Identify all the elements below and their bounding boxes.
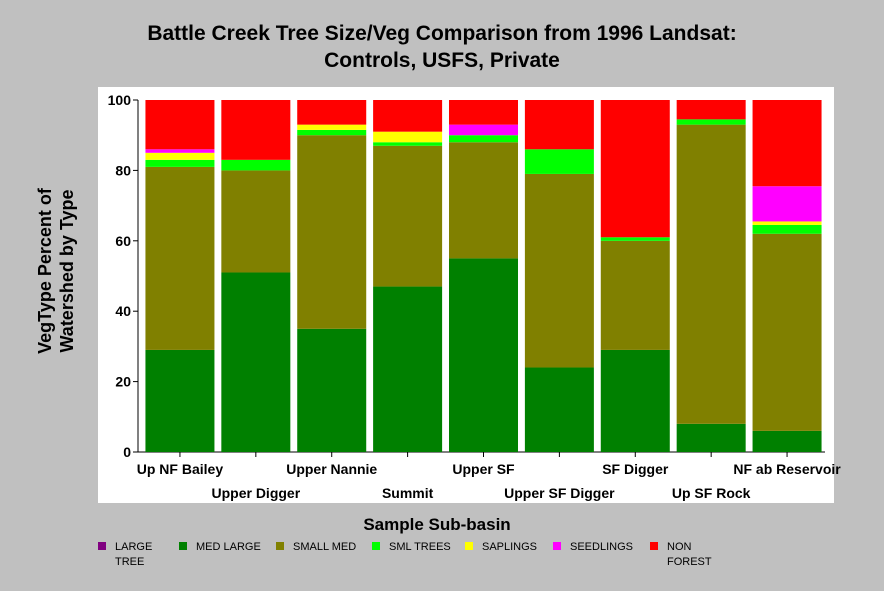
bar-segment-seedlings <box>752 186 822 222</box>
x-tick-label: Upper SF <box>452 461 515 477</box>
legend-swatch <box>276 542 284 550</box>
bar-segment-med-large <box>752 430 822 452</box>
bar-segment-med-large <box>373 286 443 452</box>
y-tick-label: 20 <box>115 374 131 390</box>
x-tick-label: Up NF Bailey <box>137 461 224 477</box>
bar-segment-saplings <box>145 152 215 160</box>
legend-swatch <box>179 542 187 550</box>
bar-segment-med-large <box>297 328 367 452</box>
bar-segment-med-large <box>145 349 215 452</box>
chart-legend: LARGE TREE MED LARGE SMALL MED SML TREES SAP… <box>98 540 798 580</box>
bar-segment-sml-trees <box>676 119 746 125</box>
chart-title-line2: Controls, USFS, Private <box>324 49 560 72</box>
bar-segment-small-med <box>221 170 291 273</box>
bar-segment-small-med <box>145 166 215 350</box>
bar-segment-seedlings <box>145 149 215 153</box>
y-tick-label: 60 <box>115 233 131 249</box>
bar-segment-non-forest <box>449 100 518 125</box>
legend-swatch <box>553 542 561 550</box>
y-axis-title: VegType Percent of <box>35 187 55 354</box>
bar-segment-saplings <box>752 221 822 225</box>
legend-swatch <box>465 542 473 550</box>
legend-swatch <box>650 542 658 550</box>
bar-segment-seedlings <box>449 124 518 136</box>
legend-label: SML TREES <box>389 541 451 553</box>
chart-title-line1: Battle Creek Tree Size/Veg Comparison fr… <box>147 22 737 45</box>
bar-segment-non-forest <box>297 100 367 125</box>
bar-segment-sml-trees <box>297 129 367 136</box>
legend-swatch <box>372 542 380 550</box>
y-tick-label: 100 <box>108 92 132 108</box>
x-tick-label: Upper Nannie <box>286 461 377 477</box>
bar-segment-med-large <box>600 349 670 452</box>
bar-segment-saplings <box>297 124 367 130</box>
x-tick-label: SF Digger <box>602 461 669 477</box>
x-tick-label: NF ab Reservoir <box>733 461 841 477</box>
x-axis-title: Sample Sub-basin <box>363 515 510 534</box>
bar-segment-non-forest <box>145 100 215 150</box>
bar-segment-non-forest <box>221 100 291 160</box>
bar-segment-non-forest <box>600 100 670 238</box>
y-tick-label: 40 <box>115 303 131 319</box>
bar-segment-med-large <box>676 423 746 452</box>
bar-segment-sml-trees <box>600 237 670 241</box>
bar-segment-non-forest <box>524 100 594 150</box>
x-tick-label: Up SF Rock <box>672 485 751 501</box>
y-tick-label: 80 <box>115 162 131 178</box>
bar-segment-non-forest <box>676 100 746 120</box>
y-axis-title: Watershed by Type <box>57 189 77 352</box>
x-tick-label: Upper Digger <box>211 485 300 501</box>
bar-segment-med-large <box>524 367 594 452</box>
bar-segment-sml-trees <box>373 142 443 146</box>
x-tick-label: Summit <box>382 485 434 501</box>
bar-segment-small-med <box>297 135 367 329</box>
chart-title: Battle Creek Tree Size/Veg Comparison fr… <box>0 20 884 74</box>
y-tick-label: 0 <box>123 444 131 460</box>
x-tick-label: Upper SF Digger <box>504 485 615 501</box>
bar-segment-med-large <box>221 272 291 452</box>
legend-label: SAPLINGS <box>482 541 538 553</box>
legend-label: SMALL MED <box>293 541 357 553</box>
bar-segment-sml-trees <box>449 135 518 143</box>
bar-segment-small-med <box>676 124 746 424</box>
legend-label: MED LARGE <box>196 541 261 553</box>
legend-label: NON FOREST <box>667 541 712 568</box>
bar-segment-sml-trees <box>145 159 215 167</box>
legend-label: SEEDLINGS <box>570 541 633 553</box>
bar-segment-non-forest <box>373 100 443 132</box>
legend-swatch <box>98 542 106 550</box>
legend-label: LARGE TREE <box>115 541 153 568</box>
bar-segment-sml-trees <box>221 159 291 171</box>
bar-segment-small-med <box>449 142 518 259</box>
bar-segment-non-forest <box>752 100 822 187</box>
bar-segment-sml-trees <box>752 224 822 234</box>
bar-segment-sml-trees <box>524 149 594 174</box>
bar-segment-med-large <box>449 258 518 452</box>
bar-segment-small-med <box>373 145 443 287</box>
bar-segment-small-med <box>524 173 594 368</box>
bar-segment-small-med <box>600 240 670 350</box>
bar-segment-small-med <box>752 233 822 431</box>
bar-segment-saplings <box>373 131 443 143</box>
